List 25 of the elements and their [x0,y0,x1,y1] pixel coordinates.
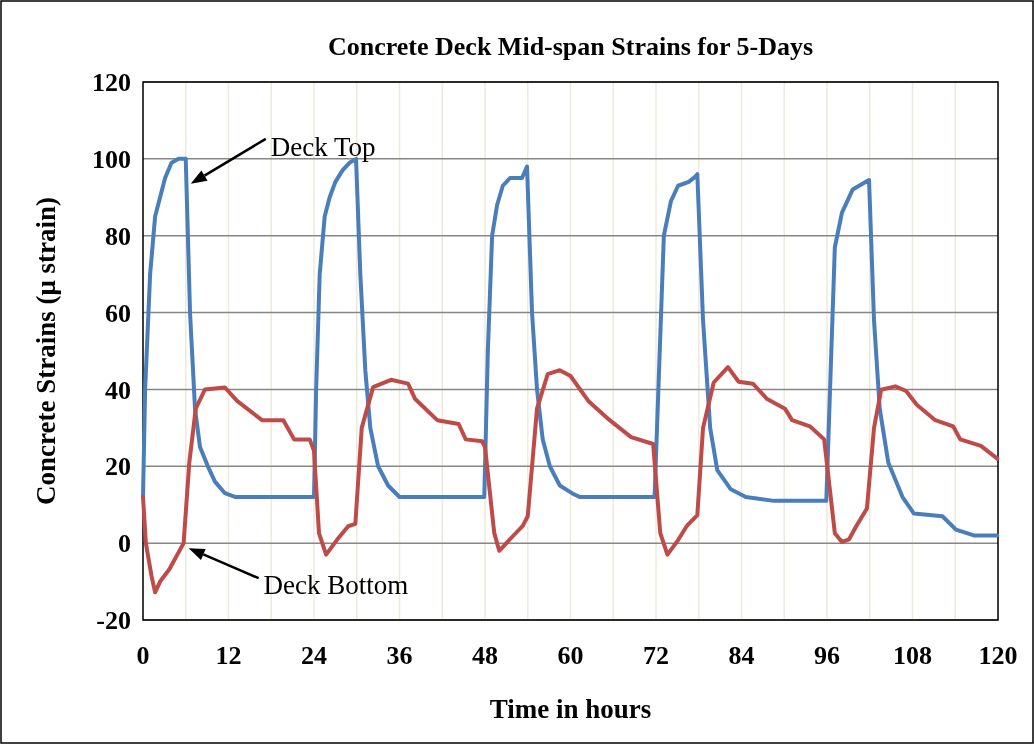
x-axis-title: Time in hours [489,694,652,724]
x-tick-label: 108 [893,641,932,670]
y-tick-label: 80 [105,221,131,251]
series-label: Deck Top [270,131,376,162]
x-tick-label: 12 [215,641,242,670]
y-tick-label: -20 [96,606,131,636]
x-tick-label: 72 [643,641,669,670]
x-tick-label: 120 [978,641,1018,670]
series-label: Deck Bottom [263,570,409,601]
x-tick-label: 96 [814,641,840,670]
x-tick-label: 0 [136,641,150,670]
x-tick-label: 24 [301,641,327,670]
y-tick-label: 40 [105,375,131,405]
y-axis-title: Concrete Strains (μ strain) [31,196,61,506]
y-tick-label: 60 [105,298,131,328]
x-tick-label: 36 [386,641,413,670]
y-tick-label: 0 [118,529,131,559]
x-tick-label: 84 [728,641,755,670]
y-tick-label: 20 [105,452,131,482]
chart-title: Concrete Deck Mid-span Strains for 5-Days [327,32,814,61]
line-series [141,365,1000,595]
y-tick-label: 100 [92,144,131,174]
x-tick-label: 60 [557,641,584,670]
y-tick-label: 120 [92,68,131,98]
x-tick-label: 48 [472,641,498,670]
